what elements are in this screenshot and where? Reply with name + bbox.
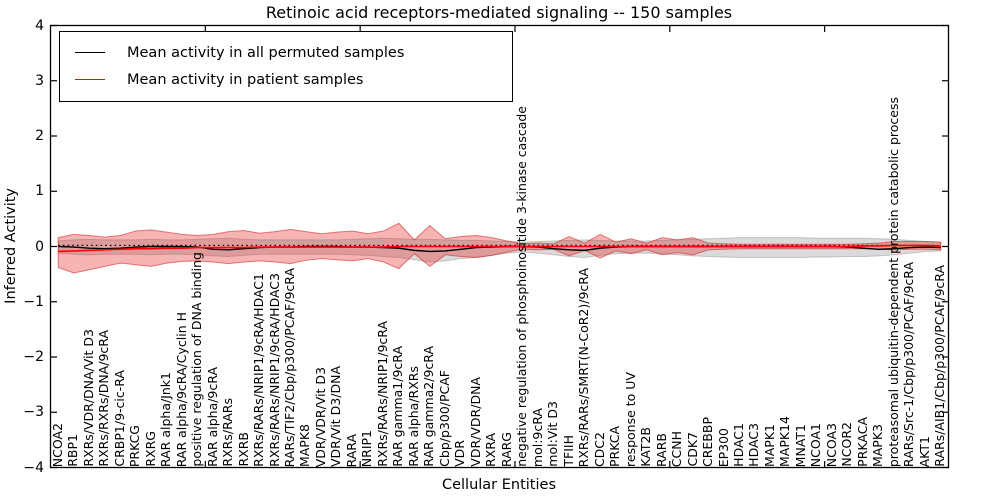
x-tick-label: RAR alpha/9cRA/Cyclin H <box>173 311 189 467</box>
chart-title: Retinoic acid receptors-mediated signali… <box>265 3 733 22</box>
y-tick-label: 3 <box>35 72 44 89</box>
x-tick-label: RARA <box>343 433 359 467</box>
y-tick-label: 1 <box>35 183 44 200</box>
x-tick-label: Cbp/p300/PCAF <box>436 370 452 467</box>
x-tick-label: CREBBP <box>700 417 716 467</box>
x-tick-label: MAPK3 <box>870 423 886 467</box>
x-tick-label: RAR alpha/RXRs <box>405 366 421 467</box>
x-tick-label: CDK7 <box>684 432 700 467</box>
x-axis-label: Cellular Entities <box>441 477 557 493</box>
x-tick-label: RAR alpha/9cRA <box>204 367 220 467</box>
x-tick-label: HDAC1 <box>730 423 746 467</box>
x-tick-label: VDR/VDR/Vit D3 <box>312 366 328 467</box>
x-tick-label: RARs/TIF2/Cbp/p300/PCAF/9cRA <box>281 267 297 467</box>
x-tick-label: KAT2B <box>638 427 654 467</box>
x-tick-label: RAR gamma2/9cRA <box>421 346 437 467</box>
x-tick-label: mol:9cRA <box>529 407 545 467</box>
y-tick-label: 4 <box>35 17 44 34</box>
x-tick-label: RXRs/RXRs/DNA/9cRA <box>96 330 112 467</box>
x-tick-label: RXRs/RARs/SMRT(N-CoR2)/9cRA <box>576 267 592 467</box>
y-tick-label: −4 <box>23 459 44 476</box>
legend-line-red-icon <box>75 79 105 80</box>
legend-label-permuted: Mean activity in all permuted samples <box>127 44 405 61</box>
y-tick-label: 0 <box>35 238 44 255</box>
x-tick-label: MNAT1 <box>792 423 808 467</box>
x-tick-label: MAPK8 <box>297 423 313 467</box>
x-tick-label: VDR/Vit D3/DNA <box>328 365 344 467</box>
x-tick-label: RXRA <box>483 433 499 467</box>
legend-label-patient: Mean activity in patient samples <box>127 71 364 88</box>
legend: Mean activity in all permuted samples Me… <box>59 31 513 102</box>
y-tick-label: −1 <box>23 293 44 310</box>
x-tick-label: RARs/AIB1/Cbp/p300/PCAF/9cRA <box>932 265 948 467</box>
x-tick-label: RXRs/RARs/NRIP1/9cRA/HDAC3 <box>266 273 282 467</box>
x-tick-label: NCOA3 <box>823 422 839 467</box>
x-tick-label: NRIP1 <box>359 429 375 467</box>
x-tick-label: VDR/VDR/DNA <box>467 377 483 467</box>
x-tick-label: HDAC3 <box>746 423 762 467</box>
y-tick-label: −3 <box>23 404 44 421</box>
legend-item-patient: Mean activity in patient samples <box>60 66 512 93</box>
x-tick-label: RXRs/RARs <box>220 398 236 467</box>
legend-line-black-icon <box>75 52 105 53</box>
y-tick-label: 2 <box>35 128 44 144</box>
x-tick-label: AKT1 <box>916 435 932 467</box>
x-tick-label: mol:Vit D3 <box>545 401 561 467</box>
y-tick-label: −2 <box>23 349 44 365</box>
x-tick-label: RAR gamma1/9cRA <box>390 346 406 467</box>
x-tick-label: RBP1 <box>65 434 81 467</box>
x-tick-label: positive regulation of DNA binding <box>189 252 205 467</box>
patient-mean-line <box>58 244 941 253</box>
x-tick-label: RXRs/VDR/DNA/Vit D3 <box>80 329 96 467</box>
x-tick-label: RXRs/RARs/NRIP1/9cRA/HDAC1 <box>251 273 267 467</box>
x-tick-label: RXRs/RARs/NRIP1/9cRA <box>374 321 390 467</box>
x-tick-label: EP300 <box>715 427 731 467</box>
x-tick-label: PRKCA <box>607 425 623 467</box>
x-tick-label: RXRB <box>235 432 251 467</box>
x-tick-label: response to UV <box>622 372 638 467</box>
x-tick-label: MAPK14 <box>777 416 793 467</box>
x-tick-label: proteasomal ubiquitin-dependent protein … <box>885 96 901 467</box>
x-tick-label: CRBP1/9-cic-RA <box>111 370 127 467</box>
x-tick-label: VDR <box>452 440 468 467</box>
x-tick-label: NCOR2 <box>839 422 855 467</box>
patient-band <box>57 222 942 274</box>
x-tick-label: NCOA1 <box>808 422 824 467</box>
x-tick-label: CDC2 <box>591 431 607 467</box>
x-tick-label: RARs/Src-1/Cbp/p300/PCAF/9cRA <box>901 261 917 467</box>
x-tick-label: CCNH <box>669 430 685 467</box>
x-tick-label: NCOA2 <box>49 422 65 467</box>
x-tick-label: MAPK1 <box>761 423 777 467</box>
x-tick-label: PRKACA <box>854 417 870 467</box>
x-tick-label: TFIIH <box>560 435 576 467</box>
x-tick-label: RAR alpha/Jnk1 <box>158 371 174 467</box>
x-tick-label: RXRG <box>142 431 158 467</box>
legend-item-permuted: Mean activity in all permuted samples <box>60 39 512 66</box>
x-tick-label: RARG <box>498 431 514 467</box>
x-tick-label: negative regulation of phosphoinositide … <box>514 106 530 467</box>
x-tick-label: RARB <box>653 433 669 467</box>
x-tick-label: PRKCG <box>127 424 143 467</box>
